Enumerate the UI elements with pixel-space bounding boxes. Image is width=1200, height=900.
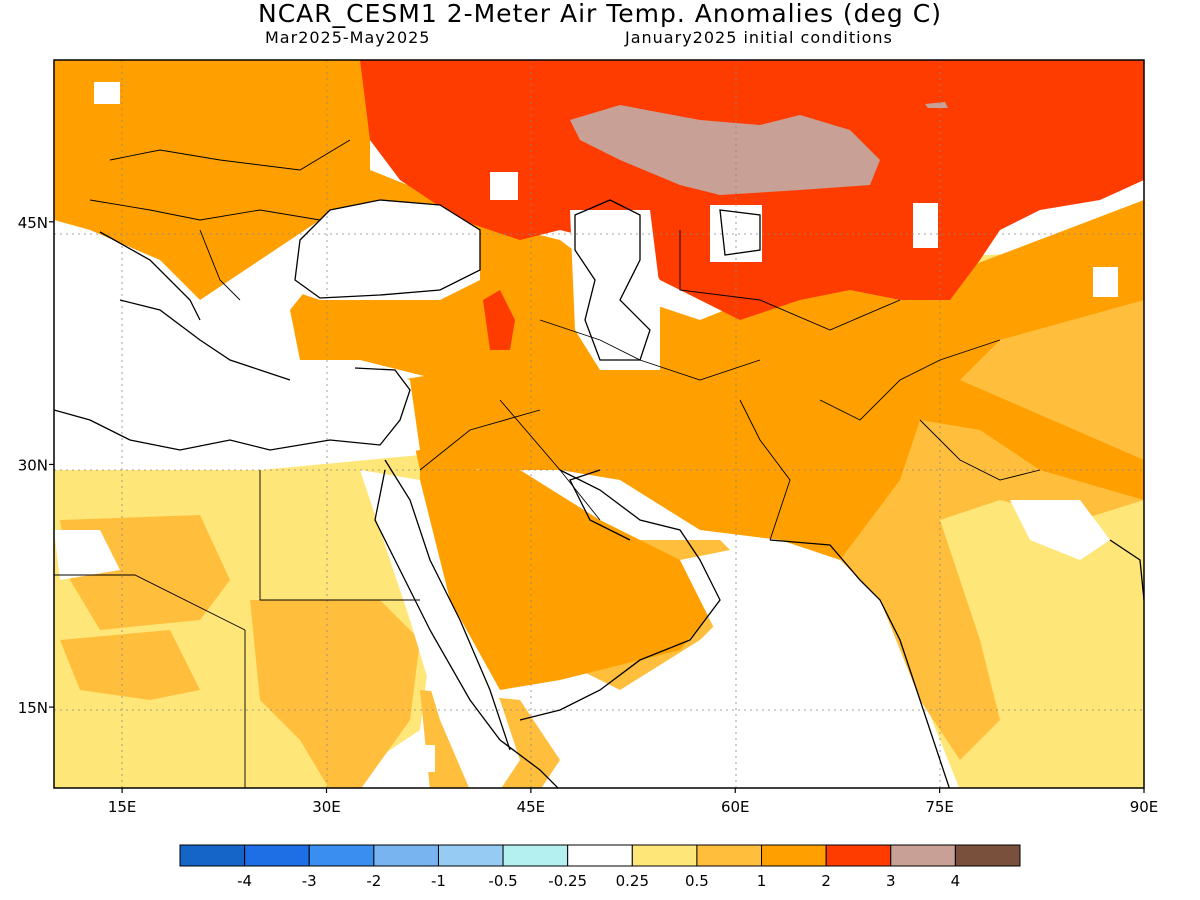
lon-tick-label: 15E [108, 798, 137, 816]
colorbar-swatch [308, 844, 375, 867]
forecast-period: Mar2025-May2025 [265, 28, 431, 47]
map-frame [53, 59, 1145, 789]
axis-ticks: 15E 30E 45E 60E 75E 90E 45N 30N 15N [18, 214, 1159, 816]
lat-tick-label: 30N [18, 456, 48, 474]
colorbar-swatch [437, 844, 504, 867]
colorbar-swatch [567, 844, 633, 867]
colorbar-swatch [696, 844, 763, 867]
colorbar-label: 3 [886, 872, 896, 890]
lon-tick-label: 90E [1130, 798, 1159, 816]
colorbar-label: 0.25 [616, 872, 649, 890]
colorbar-swatch [244, 844, 310, 867]
anomaly-band-mauve [570, 102, 948, 195]
colorbar-label: 1 [757, 872, 767, 890]
colorbar-swatch [890, 844, 956, 867]
colorbar-swatch [954, 844, 1021, 867]
colorbar-label: -4 [237, 872, 252, 890]
colorbar-swatch [502, 844, 569, 867]
lon-tick-label: 60E [721, 798, 750, 816]
colorbar-label: -0.5 [488, 872, 517, 890]
map-gridlines [54, 60, 1144, 788]
lat-tick-label: 15N [18, 699, 48, 717]
colorbar-swatch [179, 844, 246, 867]
masked-areas [54, 82, 1118, 788]
colorbar-label: 2 [821, 872, 831, 890]
colorbar-label: -0.25 [548, 872, 587, 890]
lon-tick-label: 75E [925, 798, 954, 816]
initial-conditions: January2025 initial conditions [625, 28, 893, 47]
country-borders [54, 139, 1041, 788]
colorbar-swatch [631, 844, 698, 867]
colorbar-label: -2 [366, 872, 381, 890]
coastlines [54, 199, 1144, 788]
lon-tick-label: 30E [312, 798, 341, 816]
map-title: NCAR_CESM1 2-Meter Air Temp. Anomalies (… [258, 0, 942, 28]
colorbar-label: 4 [951, 872, 961, 890]
map-area [54, 60, 1144, 788]
colorbar: -4 -3 -2 -1 -0.5 -0.25 0.25 0.5 1 2 3 4 [179, 844, 1021, 890]
colorbar-swatch [825, 844, 892, 867]
colorbar-label: 0.5 [685, 872, 709, 890]
colorbar-label: -3 [302, 872, 317, 890]
lon-tick-label: 45E [517, 798, 546, 816]
colorbar-swatch [761, 844, 827, 867]
colorbar-label: -1 [431, 872, 446, 890]
colorbar-swatch [373, 844, 439, 867]
lat-tick-label: 45N [18, 214, 48, 232]
